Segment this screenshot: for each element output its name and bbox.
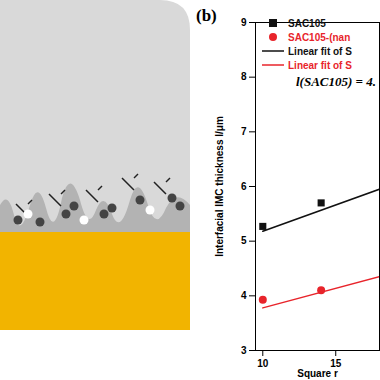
- html-text:l(SAC105) = 4.: l(SAC105) = 4.: [296, 74, 376, 89]
- html-text:Linear fit of S: Linear fit of S: [288, 59, 352, 71]
- svg-text:7: 7: [241, 126, 247, 137]
- svg-text:4: 4: [241, 290, 247, 301]
- svg-text:6: 6: [241, 181, 247, 192]
- html-text:(b): (b): [196, 6, 217, 25]
- svg-text:8: 8: [241, 71, 247, 82]
- svg-text:15: 15: [330, 357, 342, 369]
- html-text:SAC105: SAC105: [288, 17, 326, 29]
- svg-text:10: 10: [257, 358, 269, 369]
- html-text:Linear fit of S: Linear fit of S: [288, 45, 352, 57]
- svg-text:5: 5: [241, 235, 247, 246]
- svg-text:3: 3: [241, 345, 247, 356]
- svg-text:Square r: Square r: [297, 368, 338, 379]
- svg-text:9: 9: [241, 17, 247, 28]
- svg-text:Interfacial IMC thickness l/μm: Interfacial IMC thickness l/μm: [214, 116, 225, 257]
- html-text:SAC105-(nan: SAC105-(nan: [288, 31, 351, 43]
